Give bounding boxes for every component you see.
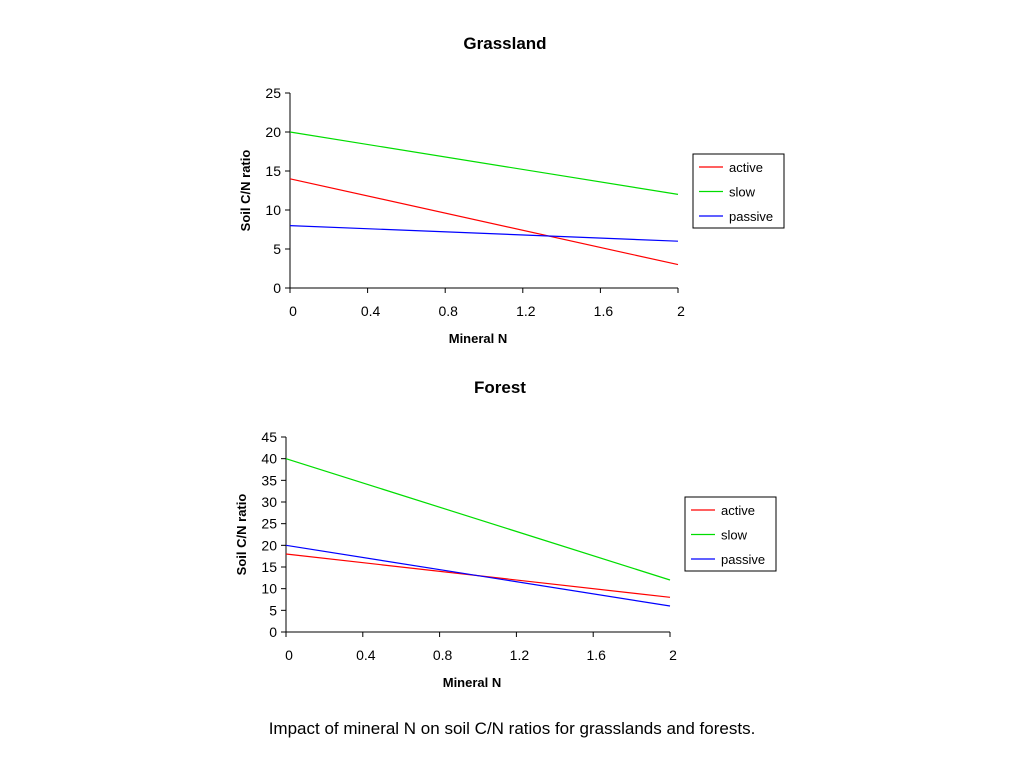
legend-label-passive: passive <box>729 209 773 224</box>
legend-label-slow: slow <box>721 528 748 543</box>
y-tick-label: 40 <box>261 451 277 467</box>
y-axis-label: Soil C/N ratio <box>238 150 253 232</box>
y-tick-label: 10 <box>261 581 277 597</box>
series-line-passive <box>285 544 671 607</box>
x-tick-label: 0.8 <box>433 647 453 663</box>
x-tick-label: 1.6 <box>586 647 606 663</box>
y-tick-label: 10 <box>265 202 281 218</box>
x-tick-label: 1.6 <box>594 303 614 319</box>
y-tick-label: 20 <box>265 124 281 140</box>
series-line-slow <box>285 458 671 581</box>
y-axis-label: Soil C/N ratio <box>234 494 249 576</box>
chart-0: Grassland 0 5 10 15 20 25 0 0.4 0.8 1.2 1.6 2 Mineral… <box>238 34 785 346</box>
x-tick-label: 1.2 <box>516 303 536 319</box>
y-tick-label: 0 <box>269 624 277 640</box>
legend-label-active: active <box>729 160 763 175</box>
x-axis-label: Mineral N <box>443 675 502 690</box>
x-tick-label: 1.2 <box>510 647 530 663</box>
y-tick-label: 20 <box>261 537 277 553</box>
y-tick-label: 15 <box>265 163 281 179</box>
x-tick-label: 0.8 <box>438 303 458 319</box>
legend-label-active: active <box>721 503 755 518</box>
series-line-slow <box>289 131 679 195</box>
y-tick-label: 25 <box>265 85 281 101</box>
y-tick-label: 5 <box>269 602 277 618</box>
legend: active slow passive <box>692 153 785 229</box>
y-tick-label: 30 <box>261 494 277 510</box>
y-tick-label: 5 <box>273 241 281 257</box>
chart-title: Grassland <box>463 34 546 53</box>
x-tick-label: 2 <box>669 647 677 663</box>
legend-label-slow: slow <box>729 185 756 200</box>
figure-caption: Impact of mineral N on soil C/N ratios f… <box>268 719 756 738</box>
x-tick-label: 0.4 <box>356 647 376 663</box>
chart-title: Forest <box>474 378 526 397</box>
y-tick-label: 25 <box>261 516 277 532</box>
x-tick-label: 2 <box>677 303 685 319</box>
series-line-passive <box>289 225 679 242</box>
legend-label-passive: passive <box>721 552 765 567</box>
series-line-active <box>289 178 679 266</box>
x-axis-label: Mineral N <box>449 331 508 346</box>
y-tick-label: 35 <box>261 472 277 488</box>
y-tick-label: 0 <box>273 280 281 296</box>
y-tick-label: 45 <box>261 429 277 445</box>
legend: active slow passive <box>684 496 777 572</box>
y-tick-label: 15 <box>261 559 277 575</box>
chart-1: Forest 0 5 10 15 20 25 30 35 40 45 0 0.4 0.8 1.2 1.6 2 Mi… <box>234 378 777 690</box>
x-tick-label: 0 <box>285 647 293 663</box>
x-tick-label: 0.4 <box>361 303 381 319</box>
x-tick-label: 0 <box>289 303 297 319</box>
